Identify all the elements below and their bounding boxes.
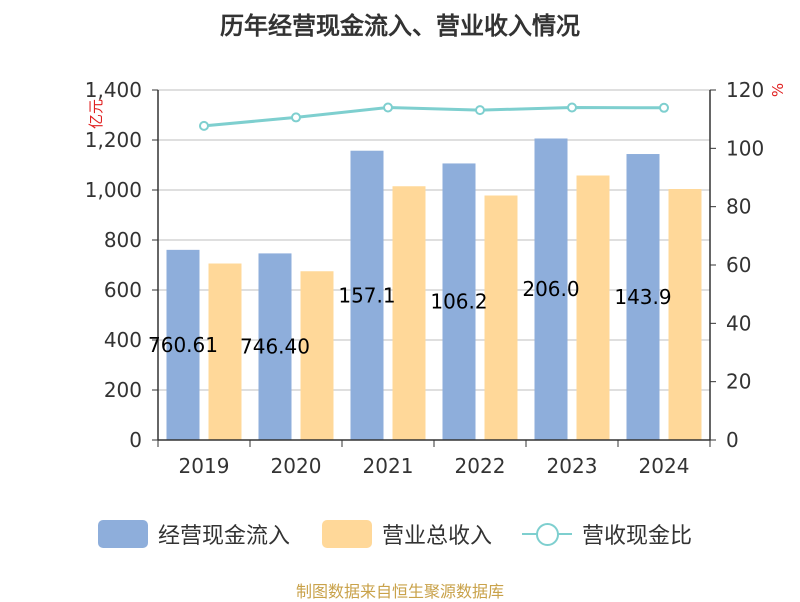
data-labels: 760.61 746.40 157.1 106.2 206.0 143.9 — [148, 277, 672, 358]
axes: 0 200 400 600 800 1,000 1,200 1,400 0 20 40 60 80 100… — [85, 78, 787, 478]
x-tick-label: 2021 — [363, 454, 414, 478]
bar-cash-inflow — [350, 150, 384, 440]
y-left-tick-label: 400 — [104, 328, 142, 352]
bar-value-label: 760.61 — [148, 333, 218, 357]
legend-item-cash-inflow[interactable]: 经营现金流入 — [98, 512, 290, 556]
bar-cash-inflow — [534, 138, 568, 441]
bar-revenue — [484, 195, 518, 440]
legend-swatch-cash-inflow — [98, 520, 148, 548]
ratio-point — [659, 102, 669, 113]
bar-revenue — [208, 263, 242, 440]
bar-value-label: 746.40 — [240, 335, 310, 359]
y-right-tick-label: 80 — [726, 195, 751, 219]
ratio-line-path — [203, 105, 665, 128]
y-left-unit: 亿元 — [87, 99, 105, 129]
y-left-tick-label: 0 — [129, 428, 142, 452]
bar-value-label: 143.9 — [614, 285, 671, 309]
legend-line-ratio — [522, 520, 572, 548]
legend-label-ratio: 营收现金比 — [582, 524, 693, 549]
legend-item-revenue[interactable]: 营业总收入 — [322, 512, 492, 556]
bar-cash-inflow — [442, 163, 476, 440]
y-right-tick-label: 100 — [726, 136, 764, 160]
ratio-point — [567, 102, 577, 113]
legend-label-cash-inflow: 经营现金流入 — [158, 524, 291, 549]
bar-revenue — [576, 175, 610, 440]
x-tick-label: 2020 — [271, 454, 322, 478]
legend: 经营现金流入 营业总收入 营收现金比 — [0, 512, 800, 556]
ratio-point — [291, 112, 301, 123]
y-left-tick-label: 1,000 — [85, 178, 142, 202]
bar-revenue — [392, 186, 426, 440]
y-right-unit: % — [769, 83, 787, 97]
y-left-tick-label: 600 — [104, 278, 142, 302]
legend-item-ratio[interactable]: 营收现金比 — [522, 512, 692, 556]
legend-label-revenue: 营业总收入 — [382, 524, 493, 549]
y-right-tick-label: 60 — [726, 253, 751, 277]
ratio-point — [475, 105, 485, 116]
y-right-tick-label: 120 — [726, 78, 764, 102]
ratio-point — [199, 120, 209, 131]
bars — [166, 138, 702, 441]
legend-swatch-revenue — [322, 520, 372, 548]
x-tick-label: 2024 — [639, 454, 690, 478]
bar-value-label: 106.2 — [430, 290, 487, 314]
bar-revenue — [668, 189, 702, 440]
y-right-tick-label: 40 — [726, 311, 751, 335]
source-note: 制图数据来自恒生聚源数据库 — [295, 582, 504, 601]
bar-revenue — [300, 271, 334, 440]
y-left-tick-label: 200 — [104, 378, 142, 402]
x-tick-label: 2022 — [455, 454, 506, 478]
y-right-tick-label: 20 — [726, 370, 751, 394]
grid-lines — [158, 89, 710, 391]
y-left-tick-label: 1,400 — [85, 78, 142, 102]
y-left-tick-label: 800 — [104, 228, 142, 252]
bar-value-label: 157.1 — [338, 283, 395, 307]
y-left-tick-label: 1,200 — [85, 128, 142, 152]
bar-cash-inflow — [258, 253, 292, 440]
bar-value-label: 206.0 — [522, 277, 579, 301]
x-tick-label: 2019 — [179, 454, 230, 478]
bar-cash-inflow — [166, 249, 200, 440]
ratio-line — [199, 102, 669, 131]
x-tick-label: 2023 — [547, 454, 598, 478]
chart-title: 历年经营现金流入、营业收入情况 — [220, 12, 580, 40]
ratio-point — [383, 102, 393, 113]
bar-cash-inflow — [626, 154, 660, 440]
y-right-tick-label: 0 — [726, 428, 739, 452]
